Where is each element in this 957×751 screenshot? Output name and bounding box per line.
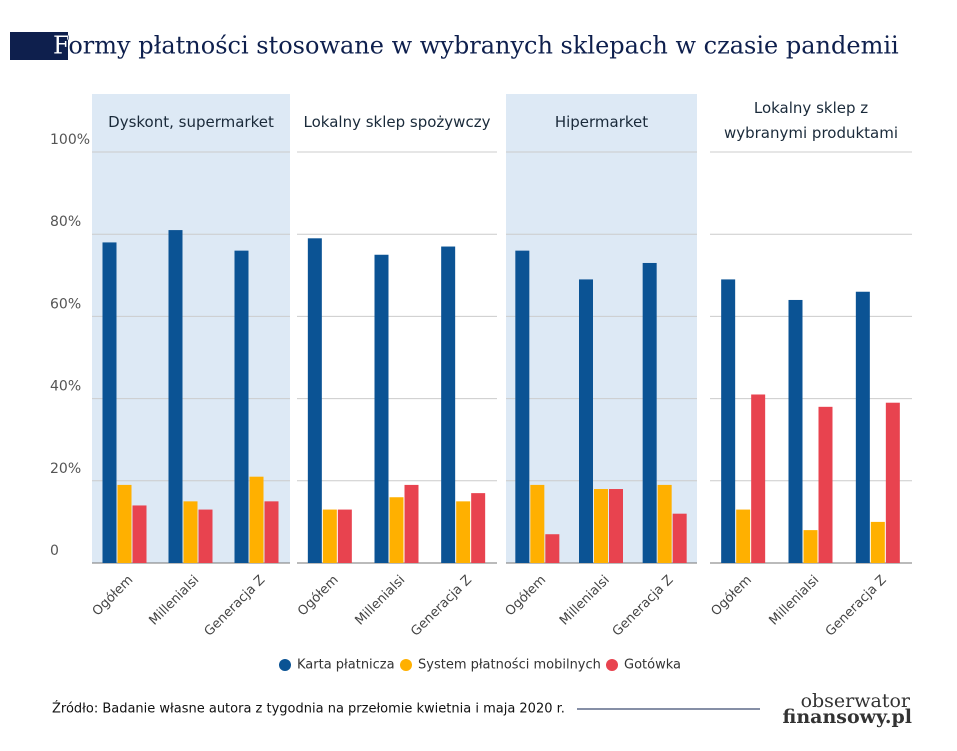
bar — [322, 509, 337, 563]
x-tick-label: Generacja Z — [408, 573, 475, 640]
bar — [609, 489, 623, 563]
y-tick-label: 0 — [50, 543, 59, 559]
panel-background — [506, 94, 697, 563]
bar — [183, 501, 198, 563]
panel-title: Hipermarket — [554, 113, 649, 131]
bar — [751, 394, 766, 563]
panel-title: Dyskont, supermarket — [108, 113, 274, 131]
y-tick-label: 20% — [50, 461, 81, 477]
legend-label: Gotówka — [624, 658, 681, 673]
bar — [818, 406, 833, 563]
bar — [594, 489, 608, 563]
y-tick-label: 40% — [50, 379, 81, 395]
bar — [132, 505, 147, 563]
bar — [855, 291, 870, 563]
x-tick-label: Millenialsi — [147, 573, 203, 629]
bar — [545, 534, 560, 563]
panel-title: Lokalny sklep spożywczy — [303, 113, 491, 131]
bar — [307, 238, 322, 563]
legend-marker — [279, 659, 291, 671]
bar — [234, 250, 249, 563]
y-tick-label: 100% — [50, 132, 90, 148]
x-tick-label: Generacja Z — [202, 573, 269, 640]
bar — [264, 501, 279, 563]
chart-title-overlay: Formy płatności stosowane w wybranych sk… — [53, 32, 899, 60]
bar — [803, 530, 818, 563]
bar — [456, 501, 471, 563]
panel-title: Lokalny sklep z wybranymi produktami — [723, 99, 899, 142]
bar — [515, 250, 530, 563]
bar — [736, 509, 751, 563]
x-tick-label: Millenialsi — [767, 573, 823, 629]
bar — [441, 246, 456, 563]
bar — [642, 262, 657, 563]
legend-label: Karta płatnicza — [297, 658, 395, 673]
chart-title: Formy płatności stosowane w wybranych sk… — [53, 32, 899, 60]
bar — [389, 497, 404, 563]
bar — [117, 484, 132, 563]
bar — [374, 254, 389, 563]
logo: obserwator — [801, 690, 911, 712]
legend-marker — [606, 659, 618, 671]
bar — [672, 513, 687, 563]
legend-marker — [400, 659, 412, 671]
source: Źródło: Badanie własne autora z tygodnia… — [52, 701, 565, 717]
bar — [168, 230, 183, 563]
bar — [721, 279, 736, 563]
bar — [788, 299, 803, 563]
bar — [471, 493, 486, 563]
bar — [249, 476, 264, 563]
bar — [404, 484, 419, 563]
bar — [198, 509, 213, 563]
bar — [337, 509, 352, 563]
title-box — [10, 32, 68, 60]
bar — [579, 279, 593, 563]
y-tick-label: 60% — [50, 296, 81, 312]
x-tick-label: Ogółem — [295, 573, 342, 620]
bar — [102, 242, 117, 564]
legend-label: System płatności mobilnych — [418, 658, 601, 673]
x-tick-label: Ogółem — [90, 573, 137, 620]
x-tick-label: Ogółem — [708, 573, 755, 620]
x-tick-label: Generacja Z — [610, 573, 677, 640]
x-tick-label: Ogółem — [503, 573, 550, 620]
x-tick-label: Millenialsi — [557, 573, 613, 629]
bar — [885, 402, 900, 563]
bar — [530, 484, 545, 563]
y-tick-label: 80% — [50, 214, 81, 230]
logo: finansowy.pl — [783, 706, 912, 728]
x-tick-label: Generacja Z — [823, 573, 890, 640]
bar — [870, 521, 885, 563]
x-tick-label: Millenialsi — [353, 573, 409, 629]
bar — [657, 484, 672, 563]
